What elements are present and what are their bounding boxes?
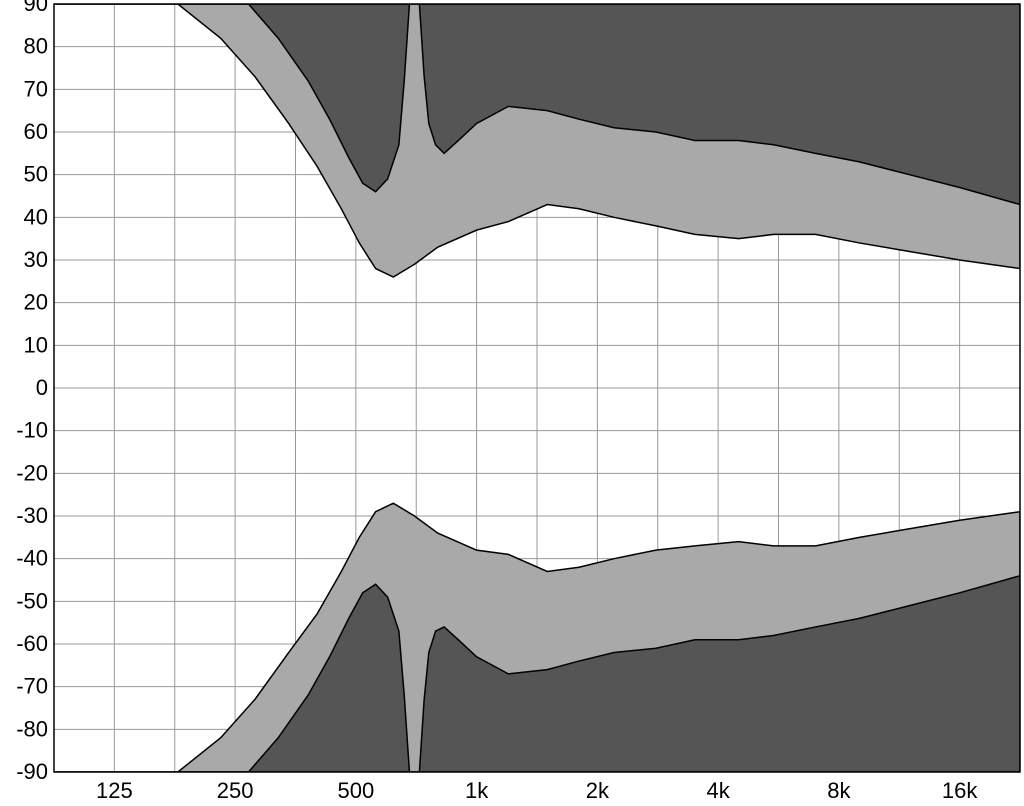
x-tick-label: 500 [338, 778, 375, 803]
x-tick-label: 2k [586, 778, 610, 803]
x-tick-label: 1k [465, 778, 489, 803]
y-tick-label: 30 [24, 247, 48, 272]
directivity-contour-chart: -90 -80 -70 -60 -50 -40 -30 -20 -10 0 10 20 30 40 50 60… [0, 0, 1024, 806]
y-tick-label: 50 [24, 162, 48, 187]
y-tick-label: 60 [24, 119, 48, 144]
y-tick-label: 0 [36, 375, 48, 400]
x-tick-label: 125 [96, 778, 133, 803]
y-tick-label: 40 [24, 204, 48, 229]
y-tick-label: 70 [24, 76, 48, 101]
y-tick-label: -30 [16, 503, 48, 528]
y-tick-label: -20 [16, 460, 48, 485]
y-tick-label: -40 [16, 546, 48, 571]
y-tick-label: -10 [16, 418, 48, 443]
y-tick-label: 20 [24, 290, 48, 315]
y-tick-label: -80 [16, 716, 48, 741]
y-tick-label: -90 [16, 759, 48, 784]
y-tick-label: 80 [24, 34, 48, 59]
y-tick-label: -60 [16, 631, 48, 656]
x-tick-label: 16k [942, 778, 978, 803]
chart-svg: -90 -80 -70 -60 -50 -40 -30 -20 -10 0 10 20 30 40 50 60… [0, 0, 1024, 806]
y-tick-label: -70 [16, 674, 48, 699]
x-tick-label: 250 [217, 778, 254, 803]
y-tick-label: 90 [24, 0, 48, 16]
y-tick-label: -50 [16, 588, 48, 613]
x-tick-label: 4k [706, 778, 730, 803]
x-tick-label: 8k [827, 778, 851, 803]
y-tick-label: 10 [24, 332, 48, 357]
